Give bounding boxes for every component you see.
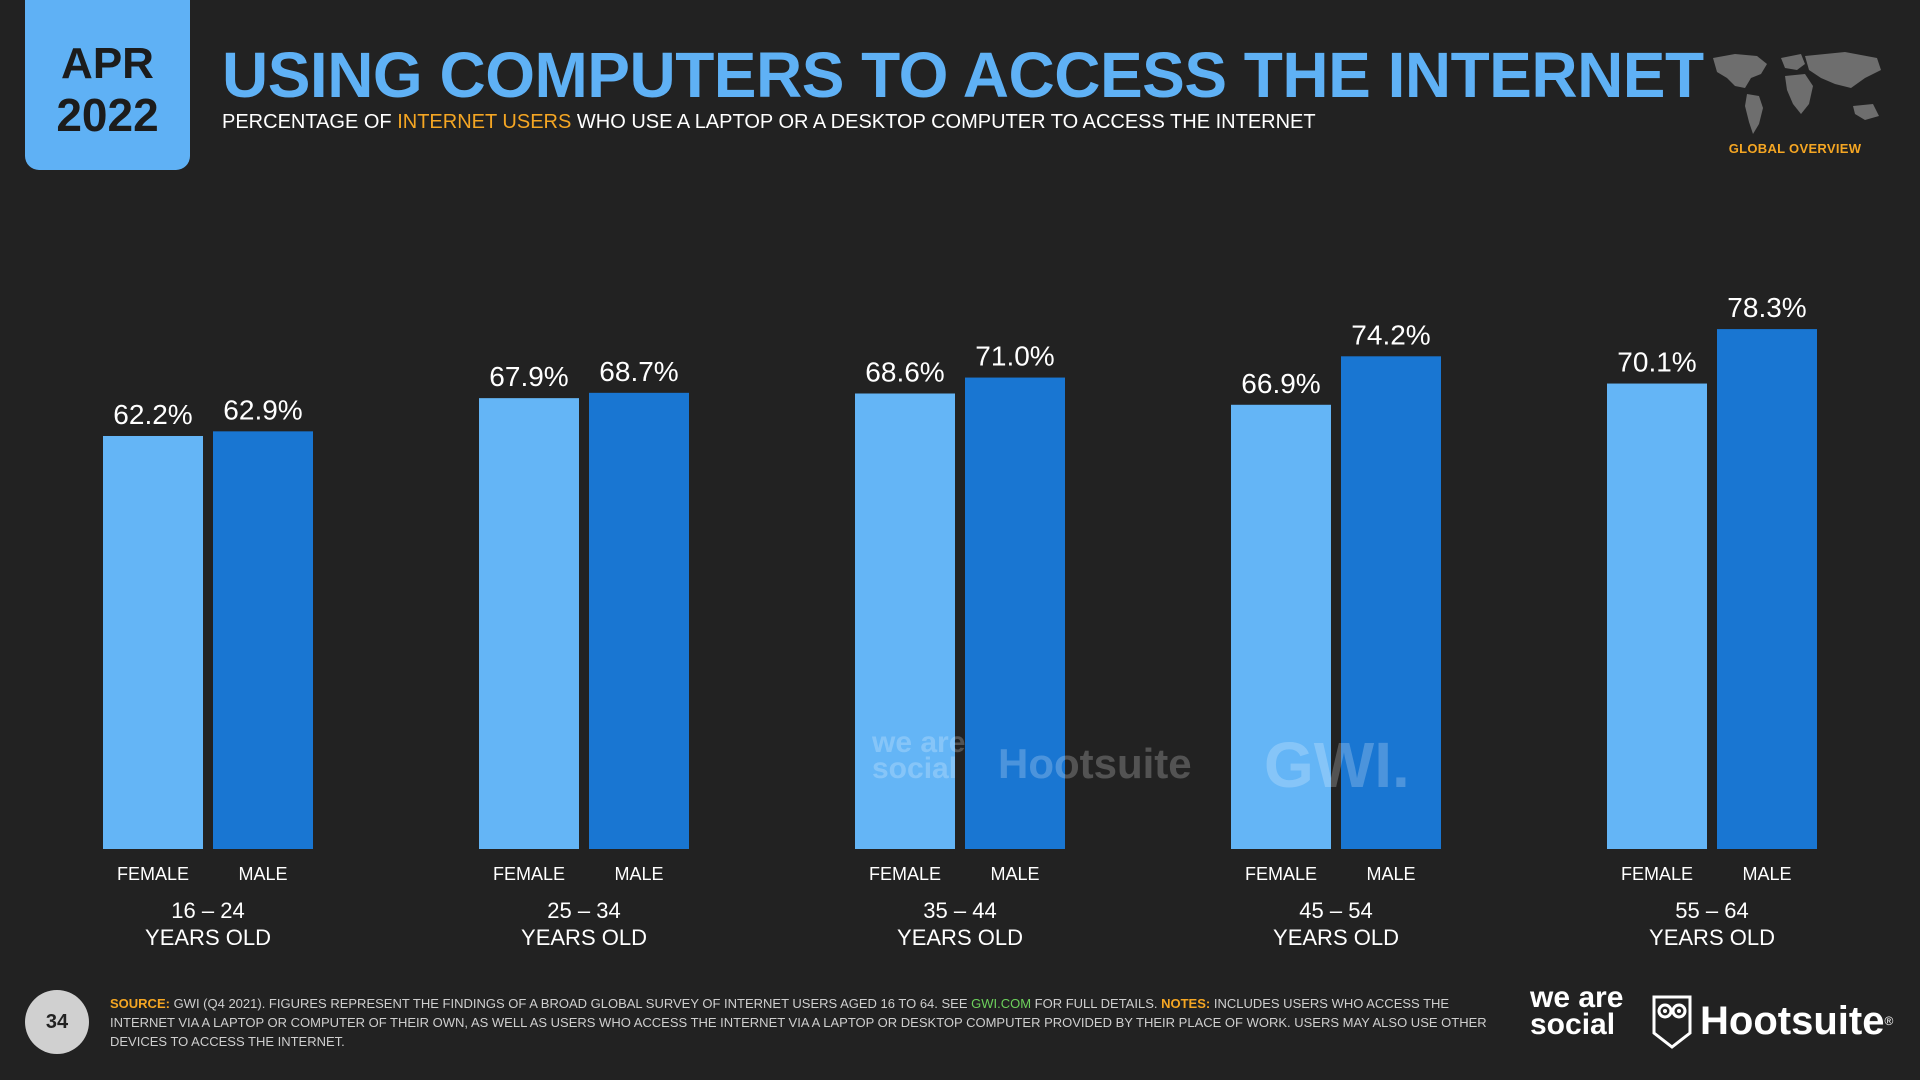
bar-female-2 bbox=[855, 393, 955, 849]
bar-female-1 bbox=[479, 398, 579, 849]
category-suffix-2: YEARS OLD bbox=[897, 925, 1023, 950]
region-label: GLOBAL OVERVIEW bbox=[1728, 141, 1862, 156]
bar-male-2 bbox=[965, 377, 1065, 849]
bar-female-0 bbox=[103, 435, 203, 849]
category-suffix-1: YEARS OLD bbox=[521, 925, 647, 950]
owl-icon bbox=[1652, 993, 1692, 1049]
watermark-gwi: GWI. bbox=[1264, 729, 1410, 801]
badge-month: APR bbox=[61, 39, 154, 88]
notes-label: NOTES: bbox=[1161, 996, 1211, 1011]
series-label-female-0: FEMALE bbox=[117, 864, 189, 884]
data-label-female-1: 67.9% bbox=[489, 361, 568, 392]
page-number: 34 bbox=[25, 990, 89, 1054]
subtitle-highlight: INTERNET USERS bbox=[397, 111, 572, 133]
we-are-social-logo: we are social bbox=[1530, 981, 1624, 1041]
series-label-male-3: MALE bbox=[1366, 864, 1415, 884]
watermark-we-are-social: we are social bbox=[872, 726, 966, 785]
bar-female-4 bbox=[1607, 383, 1707, 849]
data-label-female-0: 62.2% bbox=[113, 399, 192, 430]
notes-text: INCLUDES USERS WHO ACCESS THE INTERNET V… bbox=[110, 996, 1487, 1049]
hootsuite-logo: Hootsuite ® bbox=[1652, 993, 1893, 1049]
category-suffix-0: YEARS OLD bbox=[145, 925, 271, 950]
badge-year: 2022 bbox=[56, 89, 159, 141]
category-label-2: 35 – 44 bbox=[923, 898, 996, 923]
series-label-female-2: FEMALE bbox=[869, 864, 941, 884]
series-label-female-4: FEMALE bbox=[1621, 864, 1693, 884]
category-label-1: 25 – 34 bbox=[547, 898, 620, 923]
data-label-female-4: 70.1% bbox=[1617, 347, 1696, 378]
data-label-female-2: 68.6% bbox=[865, 356, 944, 387]
category-label-4: 55 – 64 bbox=[1675, 898, 1748, 923]
data-label-male-2: 71.0% bbox=[975, 341, 1054, 372]
series-label-male-2: MALE bbox=[990, 864, 1039, 884]
registered-mark: ® bbox=[1884, 1014, 1894, 1028]
bar-male-4 bbox=[1717, 329, 1817, 849]
page-subtitle: PERCENTAGE OF INTERNET USERS WHO USE A L… bbox=[222, 111, 1316, 134]
subtitle-pre: PERCENTAGE OF bbox=[222, 111, 398, 133]
bar-female-3 bbox=[1231, 404, 1331, 849]
data-label-male-4: 78.3% bbox=[1727, 292, 1806, 323]
category-suffix-4: YEARS OLD bbox=[1649, 925, 1775, 950]
page-title: USING COMPUTERS TO ACCESS THE INTERNET bbox=[222, 39, 1704, 111]
data-label-female-3: 66.9% bbox=[1241, 368, 1320, 399]
source-text: GWI (Q4 2021). FIGURES REPRESENT THE FIN… bbox=[169, 996, 972, 1011]
series-label-male-1: MALE bbox=[614, 864, 663, 884]
subtitle-post: WHO USE A LAPTOP OR A DESKTOP COMPUTER T… bbox=[571, 111, 1316, 133]
date-badge: APR 2022 bbox=[25, 0, 190, 170]
bar-male-3 bbox=[1341, 356, 1441, 849]
category-label-0: 16 – 24 bbox=[171, 898, 244, 923]
source-link[interactable]: GWI.COM bbox=[971, 996, 1032, 1011]
category-suffix-3: YEARS OLD bbox=[1273, 925, 1399, 950]
hootsuite-wordmark: Hootsuite bbox=[1700, 998, 1885, 1043]
series-label-male-0: MALE bbox=[238, 864, 287, 884]
bar-male-0 bbox=[213, 431, 313, 849]
bar-male-1 bbox=[589, 392, 689, 849]
footer-notes: SOURCE: GWI (Q4 2021). FIGURES REPRESENT… bbox=[110, 994, 1490, 1051]
world-map-icon bbox=[1705, 48, 1890, 143]
data-label-male-0: 62.9% bbox=[223, 394, 302, 425]
series-label-female-1: FEMALE bbox=[493, 864, 565, 884]
series-label-female-3: FEMALE bbox=[1245, 864, 1317, 884]
data-label-male-3: 74.2% bbox=[1351, 319, 1430, 350]
watermark-hootsuite: Hootsuite bbox=[998, 740, 1192, 787]
category-label-3: 45 – 54 bbox=[1299, 898, 1372, 923]
data-label-male-1: 68.7% bbox=[599, 356, 678, 387]
source-label: SOURCE: bbox=[110, 996, 170, 1011]
series-label-male-4: MALE bbox=[1742, 864, 1791, 884]
source-after: FOR FULL DETAILS. bbox=[1031, 996, 1162, 1011]
